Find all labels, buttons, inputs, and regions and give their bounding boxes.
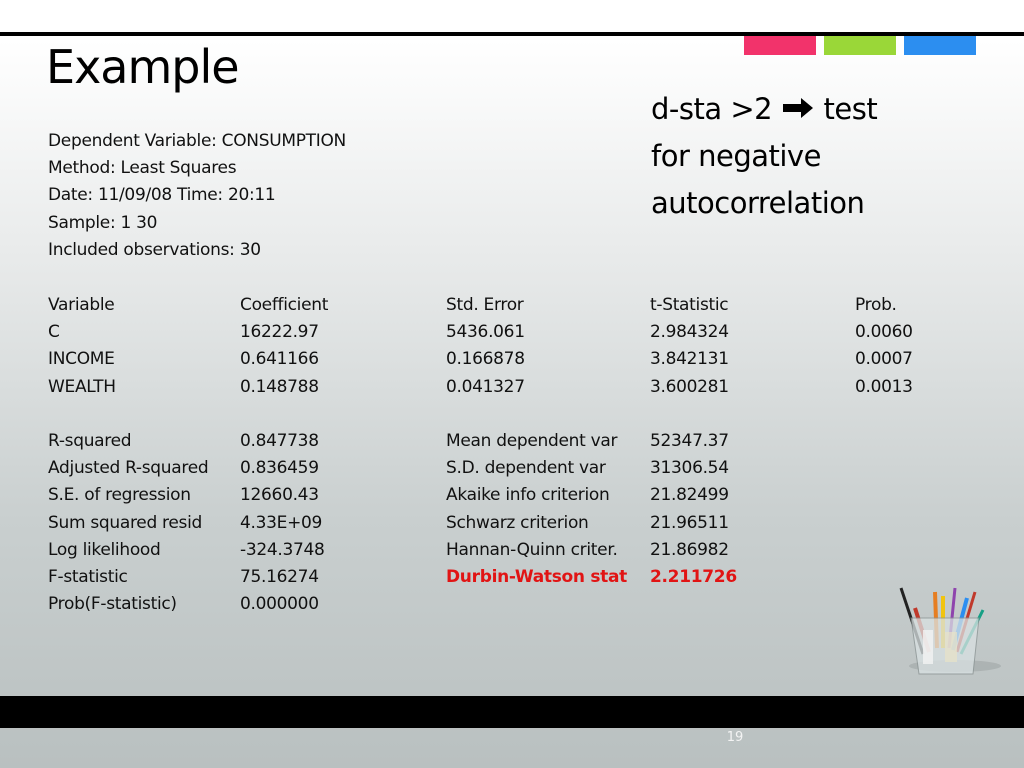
- cell-t-statistic: 2.984324: [650, 322, 729, 343]
- cell-variable: INCOME: [48, 349, 115, 370]
- accent-bar-blue: [904, 36, 976, 55]
- cell-coefficient: 16222.97: [240, 322, 319, 343]
- callout-note: d-sta >2 test for negative autocorrelati…: [651, 86, 971, 227]
- footer-bar: [0, 696, 1024, 728]
- callout-line-2: for negative: [651, 139, 821, 173]
- stat-value-left: 0.847738: [240, 431, 319, 451]
- header-std-error: Std. Error: [446, 295, 524, 315]
- header-t-statistic: t-Statistic: [650, 295, 729, 315]
- top-rule: [0, 32, 1024, 36]
- stat-value-left: 75.16274: [240, 566, 319, 587]
- regression-metadata: Dependent Variable: CONSUMPTION Method: …: [48, 128, 346, 264]
- stat-label-right: S.D. dependent var: [446, 458, 606, 479]
- meta-sample: Sample: 1 30: [48, 212, 158, 233]
- stat-value-right: 21.82499: [650, 485, 729, 506]
- durbin-watson-label: Durbin-Watson stat: [446, 566, 627, 587]
- stat-label-left: Sum squared resid: [48, 512, 202, 533]
- stat-label-left: Log likelihood: [48, 539, 161, 560]
- stat-value-right: 52347.37: [650, 431, 729, 451]
- stat-label-left: R-squared: [48, 431, 132, 451]
- stat-label-left: Prob(F-statistic): [48, 594, 177, 615]
- callout-line-3: autocorrelation: [651, 186, 865, 220]
- cell-prob: 0.0007: [855, 349, 913, 370]
- slide-title: Example: [46, 40, 240, 94]
- cell-coefficient: 0.641166: [240, 349, 319, 370]
- stat-label-left: F-statistic: [48, 566, 128, 587]
- meta-date-time: Date: 11/09/08 Time: 20:11: [48, 185, 276, 206]
- header-coefficient: Coefficient: [240, 295, 329, 315]
- stat-label-right: Akaike info criterion: [446, 485, 610, 506]
- accent-bar-pink: [744, 36, 816, 55]
- cell-variable: C: [48, 322, 60, 343]
- stat-label-right: Mean dependent var: [446, 431, 618, 451]
- cell-variable: WEALTH: [48, 376, 116, 397]
- arrow-right-icon: [782, 98, 813, 118]
- cell-prob: 0.0060: [855, 322, 913, 343]
- cell-prob: 0.0013: [855, 376, 913, 397]
- cell-std-error: 0.041327: [446, 376, 525, 397]
- stat-value-left: -324.3748: [240, 539, 325, 560]
- stat-value-right: 31306.54: [650, 458, 729, 479]
- meta-method: Method: Least Squares: [48, 158, 237, 179]
- stat-value-left: 0.836459: [240, 458, 319, 479]
- header-variable: Variable: [48, 295, 115, 315]
- stat-label-left: S.E. of regression: [48, 485, 191, 506]
- cell-std-error: 5436.061: [446, 322, 525, 343]
- header-prob: Prob.: [855, 295, 897, 315]
- accent-bar-green: [824, 36, 896, 55]
- pen-cup-icon: [899, 587, 1001, 675]
- page-number: 19: [726, 730, 744, 745]
- cell-t-statistic: 3.842131: [650, 349, 729, 370]
- stat-label-right: Schwarz criterion: [446, 512, 589, 533]
- stat-value-right: 21.96511: [650, 512, 729, 533]
- cell-std-error: 0.166878: [446, 349, 525, 370]
- cell-t-statistic: 3.600281: [650, 376, 729, 397]
- stat-value-right: 21.86982: [650, 539, 729, 560]
- stat-value-left: 4.33E+09: [240, 512, 323, 533]
- durbin-watson-value: 2.211726: [650, 566, 737, 587]
- meta-observations: Included observations: 30: [48, 239, 261, 260]
- cell-coefficient: 0.148788: [240, 376, 319, 397]
- stat-label-left: Adjusted R-squared: [48, 458, 209, 479]
- stat-value-left: 0.000000: [240, 594, 319, 615]
- stat-value-left: 12660.43: [240, 485, 319, 506]
- stat-label-right: Hannan-Quinn criter.: [446, 539, 618, 560]
- callout-line-1: d-sta >2 test: [651, 92, 878, 126]
- meta-dependent-variable: Dependent Variable: CONSUMPTION: [48, 131, 346, 151]
